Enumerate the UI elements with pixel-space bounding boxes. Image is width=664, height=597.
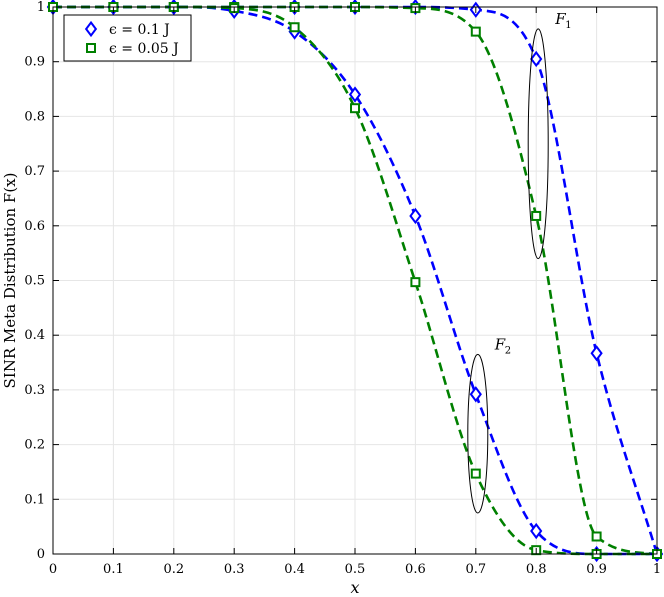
y-tick-label: 0.4 xyxy=(24,328,45,343)
y-tick-label: 0.3 xyxy=(24,383,45,398)
y-tick-label: 0.7 xyxy=(24,164,45,179)
x-tick-label: 0.3 xyxy=(224,562,245,577)
annotation-subscript: 1 xyxy=(565,20,571,31)
data-point xyxy=(530,50,543,68)
legend: ϵ = 0.1 J ϵ = 0.05 J xyxy=(63,14,192,62)
y-tick-label: 0 xyxy=(37,547,45,562)
x-tick-label: 0.2 xyxy=(163,562,184,577)
data-point xyxy=(591,531,602,542)
legend-label: ϵ = 0.1 J xyxy=(109,22,170,38)
legend-box xyxy=(63,14,192,62)
data-point xyxy=(470,468,481,479)
data-point xyxy=(530,522,543,540)
annotation-label: F xyxy=(554,10,566,28)
annotation-ellipse xyxy=(467,353,489,514)
data-point xyxy=(350,103,360,114)
x-tick-label: 0.9 xyxy=(586,562,607,577)
annotation-label: F xyxy=(494,335,506,353)
data-point xyxy=(590,345,603,362)
y-tick-label: 1 xyxy=(37,0,45,15)
tick-labels: 0 0.1 0.2 0.3 0.4 0.5 0.6 0.7 0.8 0.9 1 0 0.1 0.2 0.3 0… xyxy=(24,0,661,577)
x-tick-label: 0.7 xyxy=(465,562,486,577)
legend-marker xyxy=(84,20,98,38)
y-tick-label: 0.8 xyxy=(24,109,45,124)
annotations: F 1F 2 xyxy=(467,10,572,514)
y-tick-label: 0.1 xyxy=(24,492,45,507)
x-tick-label: 0.6 xyxy=(405,562,426,577)
y-tick-label: 0.6 xyxy=(24,219,45,234)
y-tick-label: 0.5 xyxy=(24,274,45,289)
x-tick-label: 0.1 xyxy=(103,562,124,577)
x-tick-label: 1 xyxy=(653,562,661,577)
x-axis-label: x xyxy=(350,578,359,597)
legend-marker xyxy=(86,43,96,53)
y-tick-label: 0.2 xyxy=(24,438,45,453)
legend-items: ϵ = 0.1 J ϵ = 0.05 J xyxy=(84,20,179,57)
data-point xyxy=(410,277,421,288)
x-tick-label: 0.5 xyxy=(345,562,366,577)
y-tick-label: 0.9 xyxy=(24,55,45,70)
x-tick-label: 0 xyxy=(49,562,57,577)
data-point xyxy=(348,86,362,103)
data-point xyxy=(470,26,481,37)
ticks xyxy=(52,6,658,555)
data-point xyxy=(409,207,422,225)
annotation-ellipse xyxy=(527,28,549,260)
x-tick-label: 0.4 xyxy=(284,562,305,577)
data-point xyxy=(531,210,542,221)
legend-label: ϵ = 0.05 J xyxy=(109,41,179,57)
annotation-subscript: 2 xyxy=(505,345,511,356)
y-axis-label: SINR Meta Distribution F(x) xyxy=(1,173,19,389)
data-point xyxy=(469,386,482,403)
x-tick-label: 0.8 xyxy=(526,562,547,577)
data-point xyxy=(289,22,300,33)
